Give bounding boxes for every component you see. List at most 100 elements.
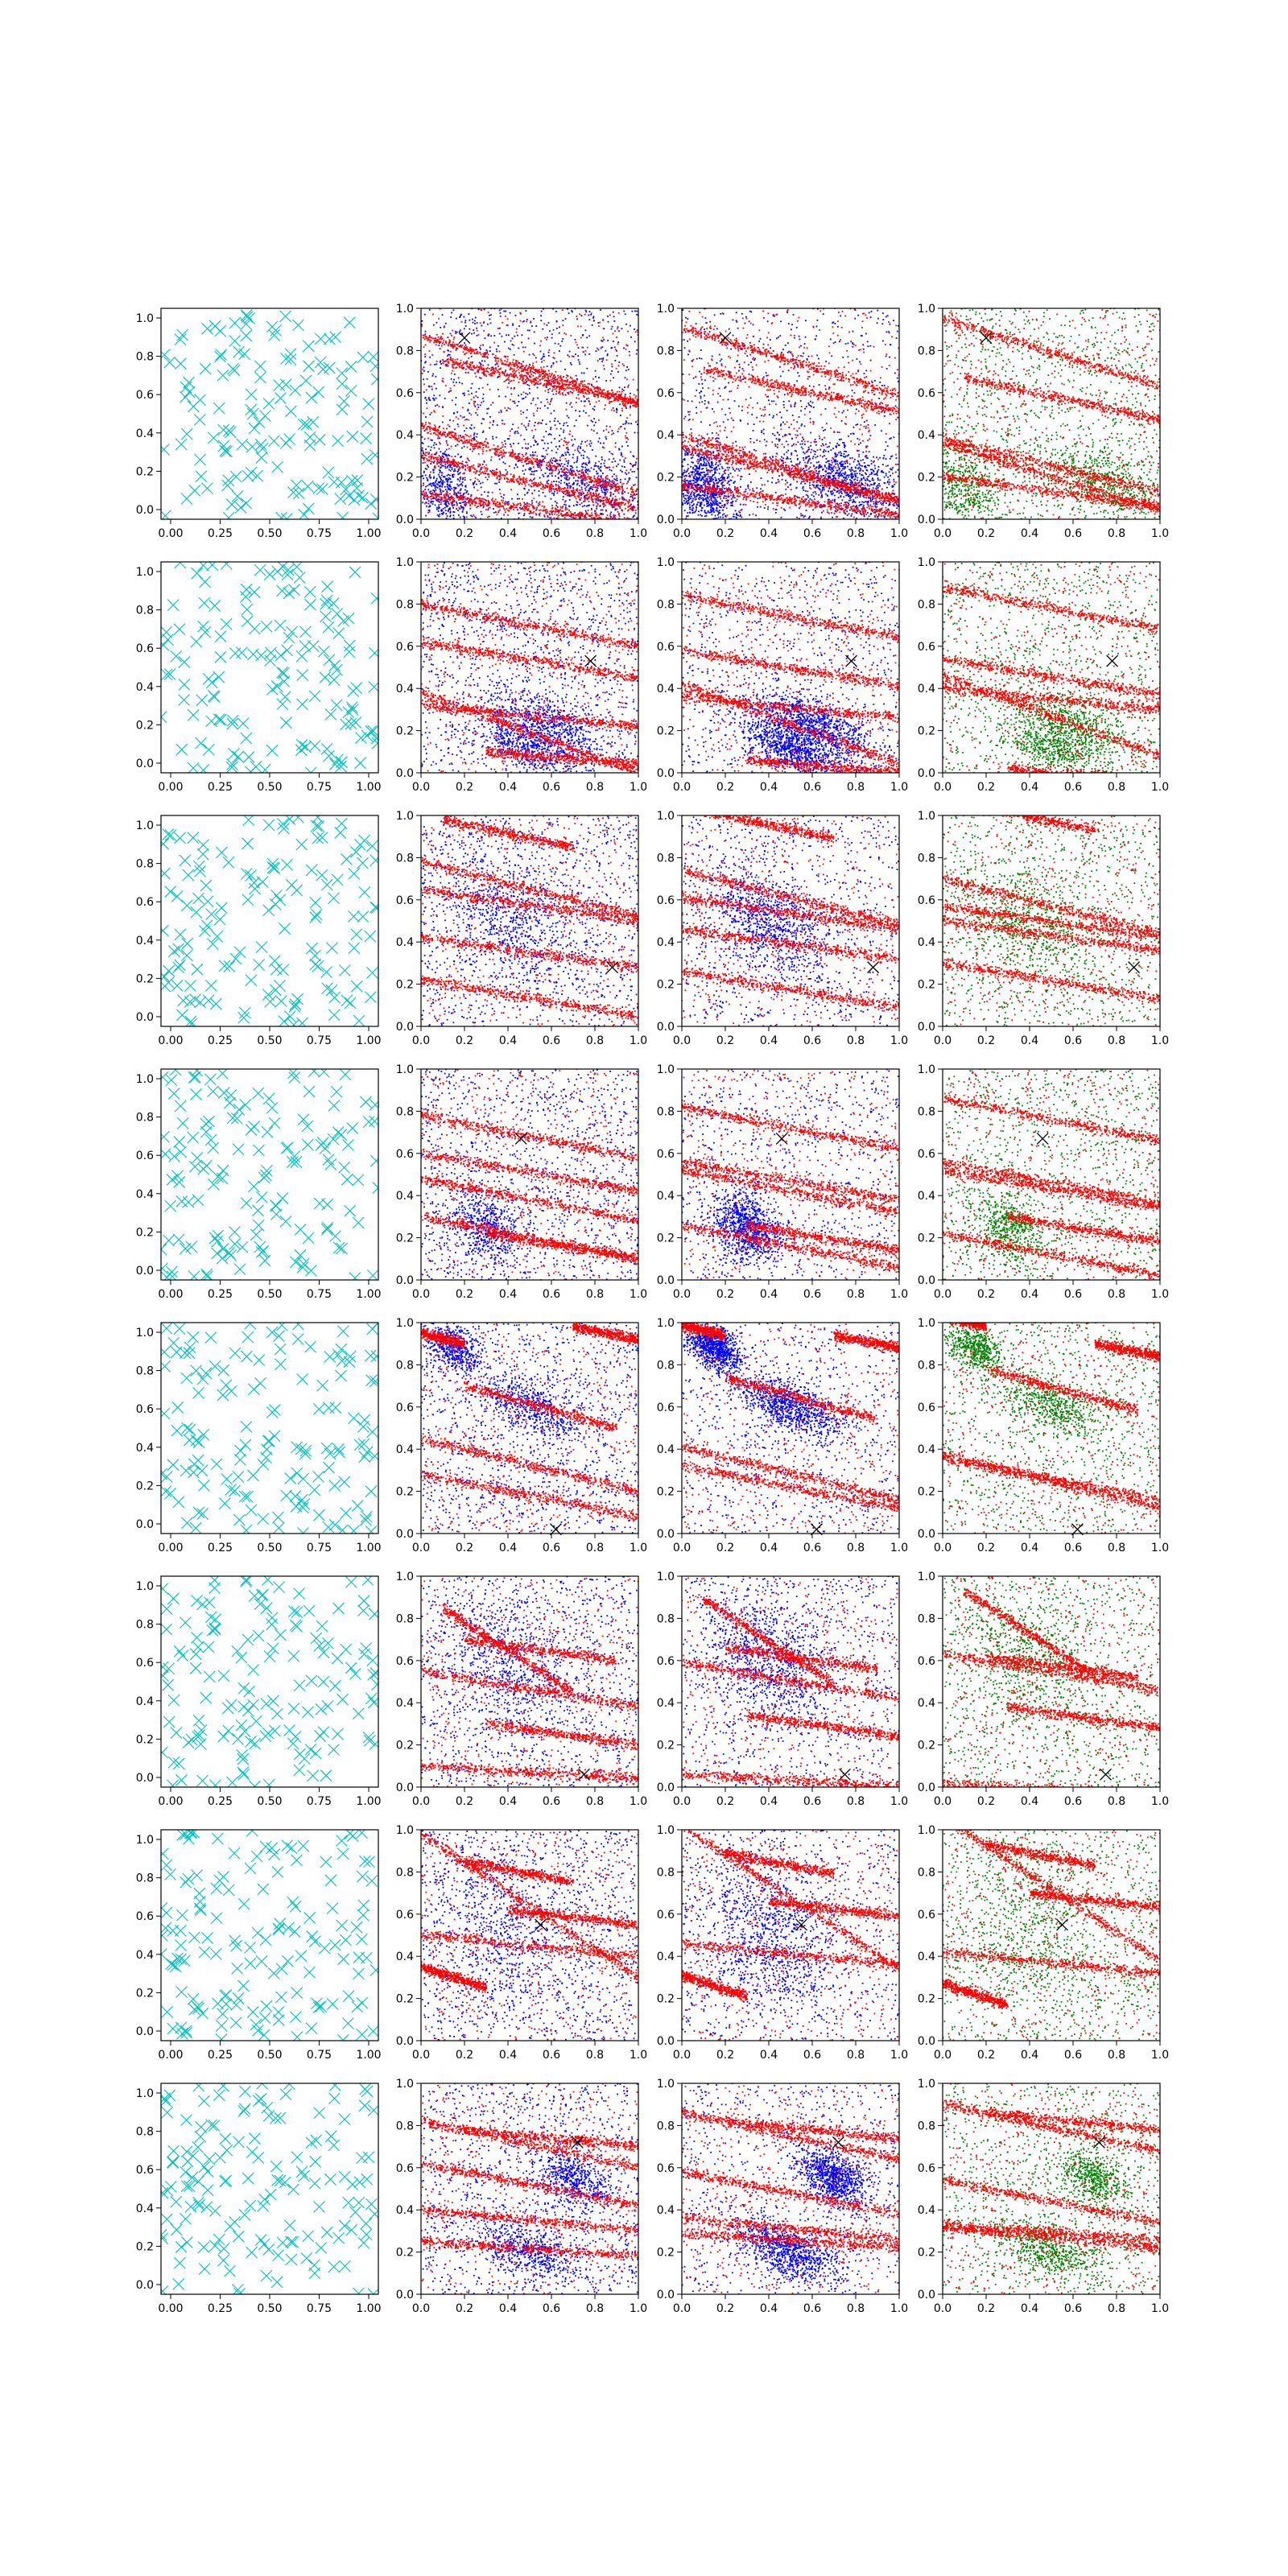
red-point	[576, 388, 577, 390]
blue-point	[484, 309, 485, 311]
red-point	[497, 449, 498, 451]
red-point	[607, 514, 609, 516]
blue-point	[539, 495, 540, 497]
red-point	[519, 502, 521, 504]
blue-point	[619, 403, 621, 405]
red-point	[448, 343, 450, 345]
blue-point	[445, 502, 447, 504]
red-point	[499, 471, 501, 473]
blue-point	[543, 476, 545, 477]
red-point	[553, 386, 555, 388]
blue-point	[531, 502, 533, 504]
red-point	[458, 426, 460, 427]
red-point	[488, 500, 489, 502]
red-point	[497, 446, 498, 448]
blue-point	[581, 487, 583, 489]
red-point	[495, 448, 497, 450]
red-point	[515, 457, 517, 459]
blue-point	[563, 431, 564, 433]
red-point	[431, 498, 432, 500]
blue-point	[542, 373, 543, 374]
red-point	[507, 356, 509, 357]
blue-point	[595, 462, 597, 464]
red-point	[602, 320, 604, 321]
red-point	[555, 511, 556, 513]
blue-point	[455, 404, 456, 406]
blue-point	[628, 369, 630, 370]
blue-point	[602, 357, 604, 359]
red-point	[482, 453, 484, 455]
blue-point	[617, 480, 618, 481]
red-point	[539, 408, 541, 410]
red-point	[545, 456, 547, 457]
red-point	[591, 514, 592, 516]
red-point	[493, 353, 494, 355]
blue-point	[430, 483, 431, 485]
red-point	[506, 508, 507, 510]
blue-point	[445, 505, 447, 506]
blue-point	[463, 509, 464, 510]
red-point	[464, 497, 466, 498]
blue-point	[564, 464, 566, 465]
red-point	[502, 502, 503, 503]
blue-point	[483, 401, 485, 402]
blue-point	[439, 437, 440, 439]
blue-point	[593, 418, 595, 419]
red-point	[543, 506, 545, 507]
red-point	[528, 378, 530, 380]
blue-point	[497, 424, 498, 426]
red-point	[624, 396, 625, 398]
blue-point	[541, 358, 543, 360]
red-point	[547, 378, 549, 380]
red-point	[626, 437, 628, 439]
red-point	[507, 318, 509, 320]
red-point	[571, 384, 572, 386]
blue-point	[553, 362, 555, 364]
red-point	[526, 369, 528, 371]
blue-point	[423, 391, 425, 393]
blue-point	[525, 427, 526, 428]
blue-point	[450, 357, 452, 358]
red-point	[594, 387, 596, 389]
blue-point	[432, 501, 434, 502]
blue-point	[636, 311, 638, 312]
red-point	[461, 321, 463, 323]
blue-point	[580, 448, 581, 449]
blue-point	[478, 388, 480, 390]
blue-point	[583, 478, 584, 480]
red-point	[566, 515, 568, 517]
blue-point	[503, 514, 505, 516]
red-point	[459, 463, 460, 464]
red-point	[633, 401, 634, 402]
blue-point	[588, 458, 590, 460]
blue-point	[522, 412, 524, 414]
blue-point	[493, 438, 494, 440]
blue-point	[550, 427, 551, 428]
blue-point	[567, 479, 568, 481]
blue-point	[626, 366, 628, 368]
blue-point	[597, 322, 599, 324]
red-point	[552, 507, 554, 509]
red-point	[564, 488, 566, 489]
red-point	[588, 415, 590, 417]
red-point	[497, 504, 499, 506]
red-point	[473, 401, 475, 402]
blue-point	[592, 489, 593, 490]
blue-point	[545, 473, 547, 474]
red-point	[523, 502, 525, 504]
blue-point	[533, 471, 535, 473]
blue-point	[432, 469, 434, 471]
red-point	[431, 412, 432, 414]
blue-point	[559, 465, 561, 467]
blue-point	[625, 394, 626, 395]
red-point	[516, 506, 518, 508]
red-point	[454, 385, 456, 386]
red-point	[630, 402, 631, 403]
blue-point	[434, 447, 436, 448]
blue-point	[448, 474, 449, 476]
red-point	[560, 381, 562, 382]
red-point	[514, 377, 515, 378]
blue-point	[620, 479, 621, 481]
red-point	[567, 392, 568, 394]
blue-point	[576, 504, 578, 506]
